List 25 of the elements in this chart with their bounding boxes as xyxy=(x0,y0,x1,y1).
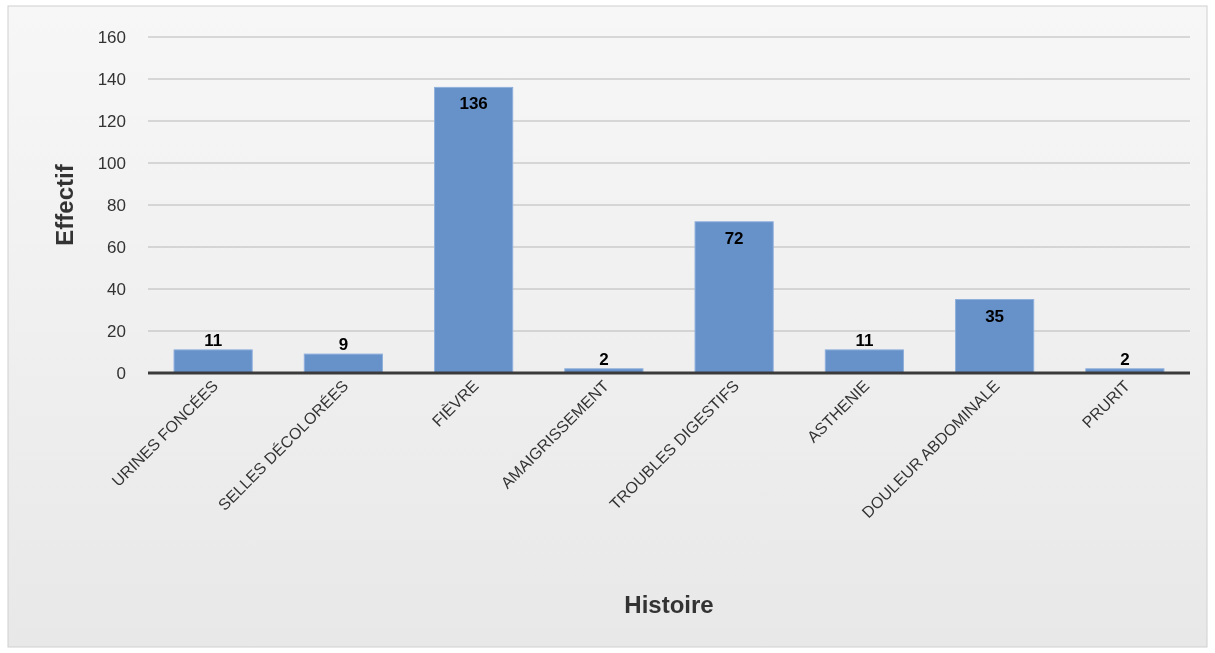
data-label: 11 xyxy=(204,330,223,350)
bar xyxy=(694,221,774,374)
y-tick-label: 20 xyxy=(107,321,126,341)
bar xyxy=(824,349,904,374)
y-tick-label: 140 xyxy=(97,69,126,89)
data-label: 11 xyxy=(855,330,874,350)
y-tick-label: 100 xyxy=(97,153,126,173)
x-axis-title: Histoire xyxy=(624,591,714,618)
bar xyxy=(955,299,1035,374)
data-label: 72 xyxy=(724,228,744,248)
data-label: 136 xyxy=(459,94,488,114)
y-tick-label: 60 xyxy=(107,237,126,257)
data-label: 2 xyxy=(599,349,609,369)
bar xyxy=(303,353,383,374)
y-axis-title: Effectif xyxy=(51,163,78,246)
data-label: 35 xyxy=(985,306,1005,326)
y-tick-label: 0 xyxy=(116,363,126,383)
y-tick-label: 120 xyxy=(97,111,126,131)
y-tick-label: 40 xyxy=(107,279,126,299)
y-tick-label: 80 xyxy=(107,195,126,215)
y-tick-label: 160 xyxy=(97,27,126,47)
bar xyxy=(434,86,514,374)
data-label: 2 xyxy=(1120,349,1130,369)
data-label: 9 xyxy=(338,335,349,355)
bar xyxy=(173,349,253,374)
